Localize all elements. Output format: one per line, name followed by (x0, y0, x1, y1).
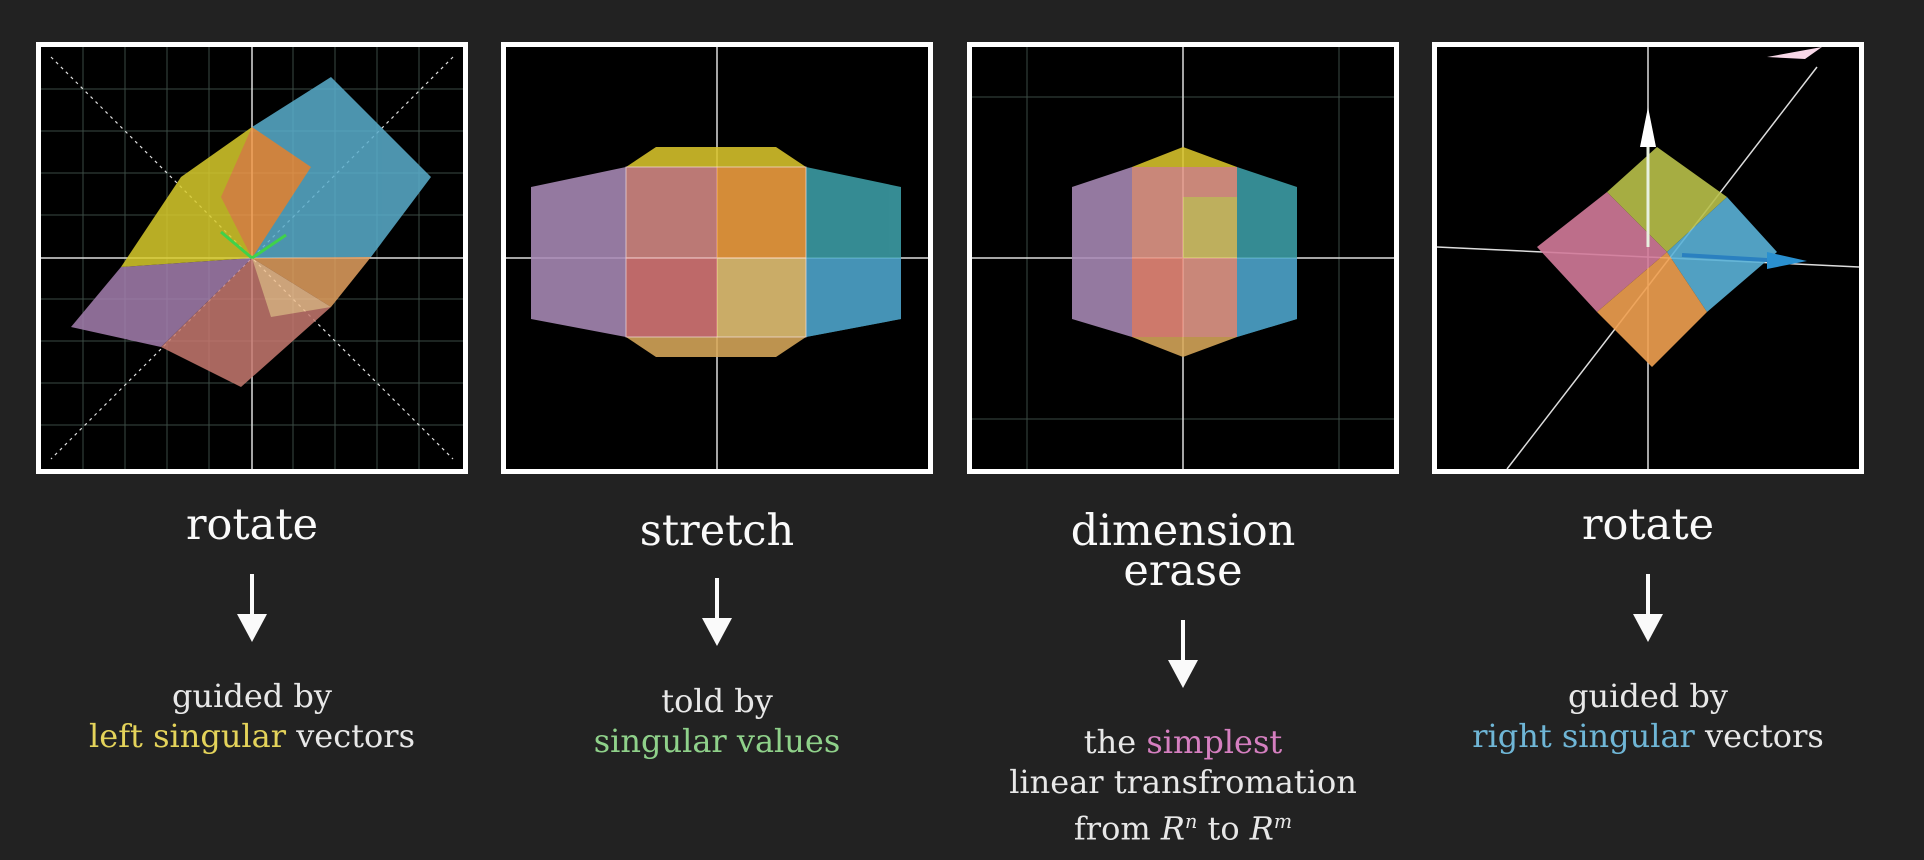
step-caption: guided by right singular vectors (1408, 676, 1888, 756)
step-title-line-2: erase (1123, 546, 1243, 596)
to-text: to (1197, 809, 1250, 848)
caption-line: left singular vectors (12, 716, 492, 756)
panel-stretch (501, 42, 933, 474)
caption-line: the simplest (943, 722, 1423, 762)
step-caption: guided by left singular vectors (12, 676, 492, 756)
math-sup-n: n (1184, 810, 1198, 833)
panel-rotate-right (1432, 42, 1864, 474)
panel-dimension-erase (967, 42, 1399, 474)
step-title: stretch (639, 506, 795, 556)
caption-line: singular values (477, 721, 957, 761)
step-caption: told by singular values (477, 681, 957, 761)
step-caption: the simplest linear transfromation from … (943, 722, 1423, 849)
simplest-text: simplest (1146, 723, 1283, 761)
math-r: R (1160, 809, 1185, 848)
caption-line: told by (661, 682, 773, 720)
right-singular-text: right singular (1472, 717, 1695, 755)
caption-line: right singular vectors (1408, 716, 1888, 756)
caption-line: linear transfromation (1009, 763, 1357, 801)
math-r: R (1249, 809, 1274, 848)
step-title: rotate (185, 500, 319, 550)
vectors-text: vectors (1694, 717, 1824, 755)
caption-line: guided by (1568, 677, 1728, 715)
from-text: from (1073, 809, 1161, 848)
flattened-box-illustration (972, 47, 1394, 469)
rotated-box-illustration (41, 47, 463, 469)
step-title: rotate (1581, 500, 1715, 550)
caption-line: from Rn to Rm (943, 802, 1423, 849)
caption-line: guided by (172, 677, 332, 715)
stretched-box-illustration (506, 47, 928, 469)
the-text: the (1083, 723, 1147, 761)
panel-rotate-left (36, 42, 468, 474)
left-singular-text: left singular (89, 717, 287, 755)
rotated-cube-illustration (1437, 47, 1859, 469)
step-title-line-1: dimension (1070, 506, 1296, 556)
vectors-text: vectors (286, 717, 415, 755)
math-sup-m: m (1273, 810, 1293, 833)
singular-values-text: singular values (593, 722, 841, 760)
